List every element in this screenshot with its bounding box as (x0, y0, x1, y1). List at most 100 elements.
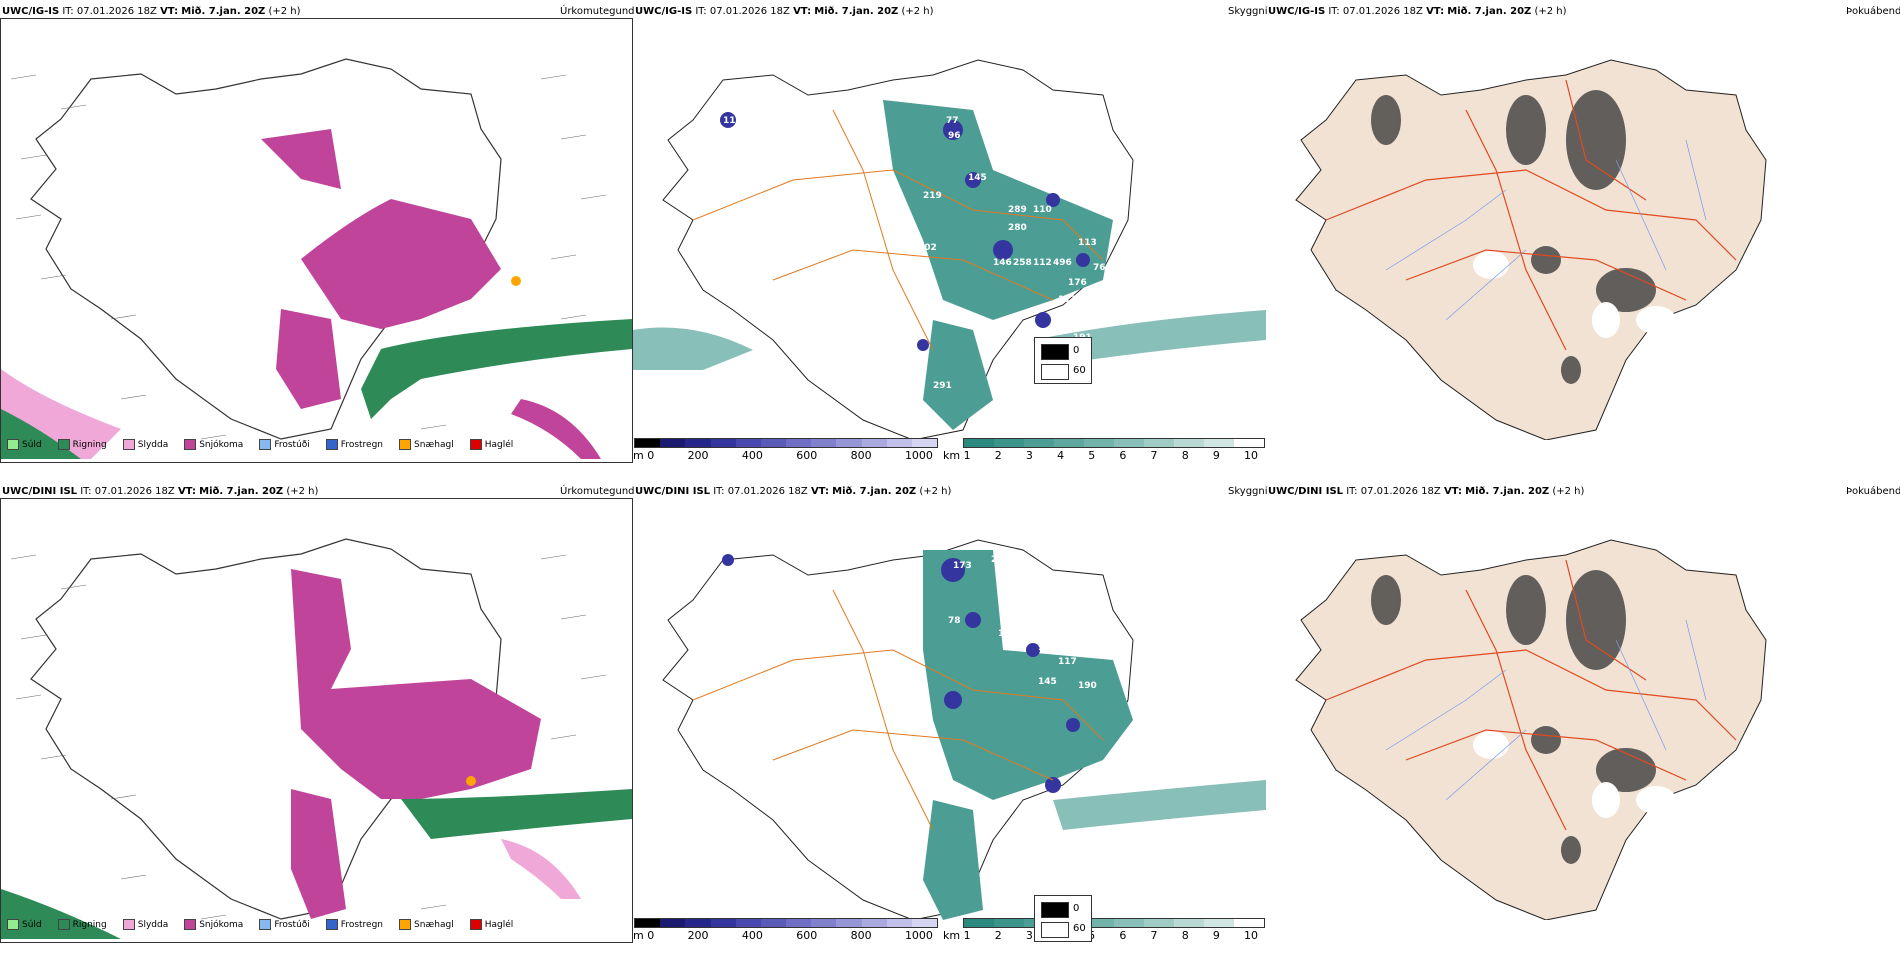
vis-label: 969 (1038, 643, 1057, 653)
tick-label: 600 (796, 929, 818, 942)
vis-label: 89 (1018, 586, 1031, 596)
tick-label: 6 (1119, 449, 1127, 462)
vt-value: Mið. 7.jan. 20Z (814, 6, 899, 17)
legend-swatch (184, 439, 197, 450)
panel-visibility-1: UWC/IG-IS IT: 07.01.2026 18Z VT: Mið. 7.… (633, 0, 1268, 475)
vis-label: 203 (1003, 603, 1022, 613)
legend-swatch (399, 919, 412, 930)
vis-label: 167 (998, 629, 1017, 639)
panel-title: Skyggni (1228, 6, 1268, 17)
legend-label: Snæhagl (414, 919, 454, 930)
vis-km-colorbar (963, 438, 1265, 448)
tick-label: 2 (994, 929, 1002, 942)
panel-fog-2: UWC/DINI ISL IT: 07.01.2026 18Z VT: Mið.… (1034, 480, 1900, 955)
panel-fog-1: UWC/IG-IS IT: 07.01.2026 18Z VT: Mið. 7.… (1034, 0, 1900, 475)
vis-label: 97 (948, 535, 961, 545)
tick-label: 8 (1181, 929, 1189, 942)
fog-map (1295, 539, 1767, 920)
lead-time: (+2 h) (286, 486, 319, 497)
vt-label: VT: (177, 486, 196, 497)
vis-label: 145 (1038, 677, 1057, 687)
legend-item: Súld (7, 439, 42, 450)
panel-header: UWC/DINI ISL IT: 07.01.2026 18Z VT: Mið.… (2, 486, 318, 497)
vis-label: 291 (933, 381, 952, 391)
fog-map (1295, 59, 1767, 440)
tick-label: 3 (1025, 929, 1033, 942)
fog-legend-bottom: 60 (1073, 365, 1086, 376)
tick-label: 5 (1088, 449, 1096, 462)
vis-label: 144 (1073, 608, 1092, 618)
vis-label: 176 (1068, 278, 1087, 288)
tick-label: 200 (687, 449, 709, 462)
vis-label: 155 (1103, 635, 1122, 645)
legend-item: Rigning (57, 439, 107, 450)
it-value: 07.01.2026 18Z (709, 6, 790, 17)
fog-legend-top: 0 (1073, 345, 1080, 356)
legend-item: Rigning (57, 919, 107, 930)
vt-value: Mið. 7.jan. 20Z (199, 486, 284, 497)
unit-label: km (943, 929, 961, 942)
legend-swatch (469, 919, 482, 930)
vis-km-colorbar (963, 918, 1265, 928)
vis-label: 280 (1008, 223, 1027, 233)
legend-label: Haglél (484, 919, 514, 930)
legend-swatch (122, 919, 135, 930)
legend-swatch (259, 919, 272, 930)
tick-label: 1000 (904, 929, 933, 942)
vis-label: 252 (1123, 598, 1142, 608)
tick-label: 6 (1119, 929, 1127, 942)
vis-label: 113 (963, 525, 982, 535)
vis-label: 153 (1030, 629, 1049, 639)
tick-label: 600 (796, 449, 818, 462)
tick-label: 8 (1181, 449, 1189, 462)
legend-swatch-white (1041, 922, 1069, 938)
tick-label: 4 (1057, 449, 1065, 462)
vt-value: Mið. 7.jan. 20Z (832, 486, 917, 497)
vt-label: VT: (160, 6, 179, 17)
visibility-map: 258 113 97 173 224 33 99 89 203 78 167 1… (662, 515, 1266, 920)
vis-label: 11 (723, 116, 736, 126)
it-value: 07.01.2026 18Z (76, 6, 157, 17)
legend-label: Frostúði (274, 919, 310, 930)
vis-label: 190 (1078, 681, 1097, 691)
legend-label: Súld (22, 919, 42, 930)
vis-m-colorbar (634, 438, 938, 448)
legend-label: Slydda (137, 919, 169, 930)
vt-label: VT: (810, 486, 829, 497)
legend-swatch-black (1041, 902, 1069, 918)
legend-item: Frostregn (325, 439, 383, 450)
lead-time: (+2 h) (1534, 6, 1567, 17)
vis-label: 117 (1058, 657, 1077, 667)
vis-label: 96 (948, 131, 961, 141)
vis-m-ticks: m 0 200 400 600 800 1000 (633, 449, 933, 462)
vis-label: 224 (991, 555, 1010, 565)
it-label: IT: (80, 486, 92, 497)
vis-label: 110 (1033, 205, 1052, 215)
legend-item: Snæhagl (399, 919, 454, 930)
panel-precip-type-1: UWC/IG-IS IT: 07.01.2026 18Z VT: Mið. 7.… (0, 0, 635, 475)
lead-time: (+2 h) (1552, 486, 1585, 497)
vis-label: 258 (938, 515, 957, 525)
tick-label: 800 (850, 929, 872, 942)
panel-title: Úrkomutegund (560, 6, 635, 17)
it-label: IT: (695, 6, 707, 17)
legend-swatch (122, 439, 135, 450)
tick-label: 1000 (904, 449, 933, 462)
it-value: 07.01.2026 18Z (94, 486, 175, 497)
vis-label: 145 (968, 173, 987, 183)
vis-label: 33 (1006, 565, 1019, 575)
tick-label: 7 (1150, 449, 1158, 462)
vis-km-ticks: km 1 2 3 4 5 6 7 8 9 10 (943, 449, 1258, 462)
tick-label: 400 (741, 449, 763, 462)
model-name: UWC/IG-IS (635, 6, 693, 17)
fog-legend-top: 0 (1073, 903, 1080, 914)
vis-label: 227 (1083, 625, 1102, 635)
legend-item: Frostúði (259, 439, 310, 450)
map-frame: Súld Rigning Slydda Snjókoma Frostúði Fr… (0, 498, 633, 943)
vis-label: 77 (946, 116, 959, 126)
precip-legend: Súld Rigning Slydda Snjókoma Frostúði Fr… (7, 439, 523, 450)
legend-item: Frostúði (259, 919, 310, 930)
legend-item: Snjókoma (184, 919, 243, 930)
unit-label: km (943, 449, 961, 462)
legend-swatch (7, 919, 19, 930)
